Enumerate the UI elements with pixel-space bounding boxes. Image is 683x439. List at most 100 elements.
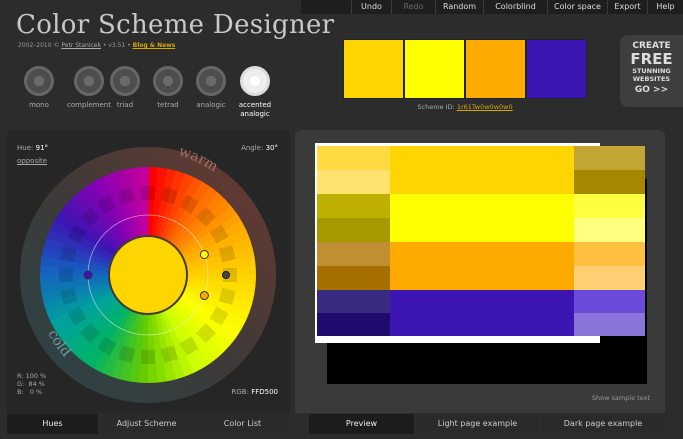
hue-segment[interactable]	[187, 278, 256, 295]
hue-segment[interactable]	[148, 167, 159, 236]
wheel-handle-dot[interactable]	[221, 270, 231, 280]
hue-segment[interactable]	[154, 313, 176, 382]
tab-preview[interactable]: Preview	[309, 414, 414, 434]
hue-segment[interactable]	[94, 176, 132, 241]
scheme-type-accented-analogic[interactable]: accented analogic	[230, 66, 280, 119]
hue-segment[interactable]	[146, 314, 158, 383]
hue-segment[interactable]	[161, 311, 194, 377]
tab-hues[interactable]: Hues	[7, 414, 98, 434]
hue-segment[interactable]	[53, 294, 116, 337]
hue-segment[interactable]	[65, 197, 121, 250]
hue-segment[interactable]	[164, 309, 202, 374]
hue-segment[interactable]	[118, 313, 142, 382]
ad-go-link[interactable]: GO >>	[634, 85, 669, 95]
hue-segment[interactable]	[178, 205, 238, 253]
hue-segment[interactable]	[178, 297, 237, 346]
scheme-type-complement[interactable]: complement	[64, 66, 114, 110]
tab-color-list[interactable]: Color List	[195, 414, 290, 434]
hue-segment[interactable]	[110, 312, 138, 380]
hue-segment[interactable]	[41, 245, 110, 269]
swatch-2[interactable]	[404, 39, 465, 99]
hue-segment[interactable]	[170, 305, 218, 365]
hue-segment[interactable]	[170, 186, 219, 245]
hue-segment[interactable]	[41, 281, 110, 303]
hue-segment[interactable]	[137, 314, 148, 383]
hue-segment[interactable]	[151, 167, 168, 236]
hue-segment[interactable]	[70, 302, 123, 358]
hue-segment[interactable]	[180, 295, 242, 338]
hue-segment[interactable]	[64, 300, 120, 352]
hue-segment[interactable]	[158, 170, 186, 238]
opposite-link[interactable]: opposite	[17, 157, 48, 165]
preview-shade-tile	[317, 290, 390, 313]
scheme-type-triad[interactable]: triad	[100, 66, 150, 110]
menu-color-space[interactable]: Color space	[547, 0, 607, 14]
wheel-handle-dot[interactable]	[199, 249, 209, 259]
hue-segment[interactable]	[186, 281, 255, 305]
hue-segment[interactable]	[46, 288, 112, 321]
hue-segment[interactable]	[78, 185, 126, 245]
swatch-3[interactable]	[465, 39, 526, 99]
menu-help[interactable]: Help	[647, 0, 683, 14]
scheme-type-mono[interactable]: mono	[14, 66, 64, 110]
hue-segment[interactable]	[176, 198, 232, 250]
hue-segment[interactable]	[138, 167, 150, 236]
tab-light-page-example[interactable]: Light page example	[416, 414, 539, 434]
hue-segment[interactable]	[157, 312, 185, 380]
author-link[interactable]: Petr Stanicek	[61, 42, 101, 49]
website-ad-banner[interactable]: CREATE FREE STUNNING WEBSITES GO >>	[620, 35, 683, 107]
hue-segment[interactable]	[128, 314, 145, 383]
hue-segment[interactable]	[40, 255, 109, 272]
hue-segment[interactable]	[59, 204, 118, 253]
hue-segment[interactable]	[46, 228, 112, 262]
hue-segment[interactable]	[111, 170, 139, 238]
scheme-type-analogic[interactable]: analogic	[186, 66, 236, 110]
hue-segment[interactable]	[167, 307, 210, 370]
hue-segment[interactable]	[71, 191, 123, 247]
scheme-type-label: complement	[67, 101, 111, 109]
scheme-id-link[interactable]: 1r61Tw0w0w0w0	[456, 103, 513, 111]
hue-segment[interactable]	[154, 168, 178, 237]
hue-segment[interactable]	[164, 177, 203, 241]
hue-segment[interactable]	[161, 173, 195, 239]
hue-segment[interactable]	[187, 275, 256, 286]
hue-segment[interactable]	[175, 300, 231, 353]
base-color-center[interactable]	[110, 237, 186, 313]
hue-segment[interactable]	[86, 180, 129, 243]
hue-segment[interactable]	[182, 291, 246, 330]
hue-segment[interactable]	[85, 307, 128, 369]
hue-segment[interactable]	[93, 309, 132, 373]
hue-segment[interactable]	[182, 221, 247, 259]
hue-segment[interactable]	[187, 265, 256, 277]
hue-segment[interactable]	[43, 237, 111, 265]
hue-segment[interactable]	[77, 305, 126, 364]
scheme-type-tetrad[interactable]: tetrad	[143, 66, 193, 110]
hue-segment[interactable]	[168, 181, 211, 243]
tab-dark-page-example[interactable]: Dark page example	[541, 414, 665, 434]
wheel-handle-dot[interactable]	[199, 291, 209, 301]
menu-colorblind[interactable]: Colorblind	[483, 0, 547, 14]
hue-segment[interactable]	[186, 247, 255, 269]
hue-segment[interactable]	[173, 303, 225, 359]
menu-random[interactable]: Random	[435, 0, 483, 14]
hue-segment[interactable]	[101, 311, 135, 377]
swatch-1[interactable]	[343, 39, 404, 99]
tab-adjust-scheme[interactable]: Adjust Scheme	[100, 414, 193, 434]
menu-undo[interactable]: Undo	[351, 0, 391, 14]
hue-segment[interactable]	[49, 291, 114, 329]
hue-segment[interactable]	[173, 192, 226, 248]
swatch-4[interactable]	[526, 39, 587, 99]
menu-export[interactable]: Export	[607, 0, 647, 14]
hue-segment[interactable]	[50, 220, 114, 259]
hue-segment[interactable]	[102, 173, 135, 239]
hue-segment[interactable]	[180, 213, 243, 256]
menu-redo[interactable]: Redo	[391, 0, 435, 14]
blog-news-link[interactable]: Blog & News	[132, 42, 176, 49]
hue-segment[interactable]	[58, 297, 118, 345]
show-sample-text-link[interactable]: Show sample text	[591, 394, 650, 402]
hue-segment[interactable]	[120, 168, 142, 237]
wheel-handle-dot[interactable]	[83, 270, 93, 280]
hue-segment[interactable]	[43, 284, 111, 312]
hue-segment[interactable]	[54, 212, 116, 255]
